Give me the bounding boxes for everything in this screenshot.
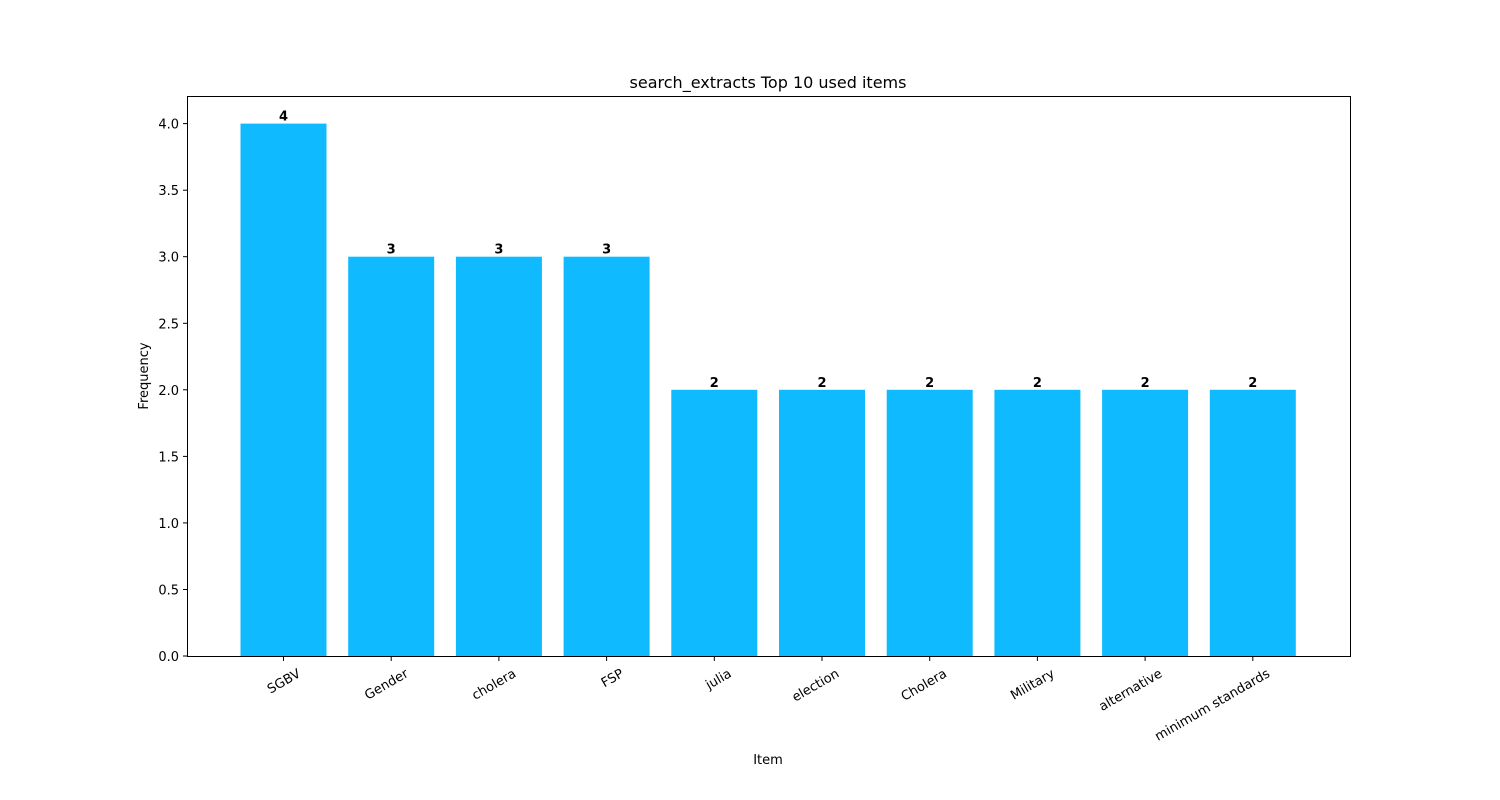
bar-value-label: 2 <box>925 376 934 391</box>
bar-value-label: 3 <box>494 243 503 258</box>
y-tick-label: 0.0 <box>158 650 179 665</box>
y-tick-label: 3.5 <box>158 184 179 199</box>
plot-frame <box>187 96 1351 657</box>
bars-layer <box>240 123 1296 657</box>
bar-value-label: 2 <box>1033 376 1042 391</box>
bar-7 <box>886 389 973 656</box>
bar-9 <box>1102 389 1189 656</box>
bar-4 <box>563 256 650 656</box>
bar-value-label: 2 <box>710 376 719 391</box>
y-axis: 0.0 0.5 1.0 1.5 2.0 2.5 3.0 3.5 4.0 <box>158 118 188 665</box>
bar-value-label: 2 <box>817 376 826 391</box>
y-tick-label: 1.5 <box>158 450 179 465</box>
y-tick-label: 0.5 <box>158 584 179 599</box>
chart-title: search_extracts Top 10 used items <box>630 73 907 93</box>
y-tick-label: 2.0 <box>158 384 179 399</box>
bar-1 <box>240 123 327 657</box>
bar-10 <box>1209 389 1296 656</box>
y-tick-label: 2.5 <box>158 317 179 332</box>
bar-6 <box>779 389 865 656</box>
x-axis-label: Item <box>753 753 783 768</box>
bar-value-label: 2 <box>1141 376 1150 391</box>
y-axis-label: Frequency <box>137 342 152 409</box>
bar-value-label: 3 <box>602 243 611 258</box>
bar-5 <box>671 389 758 656</box>
bar-8 <box>994 389 1081 656</box>
y-tick-label: 4.0 <box>158 118 179 133</box>
y-tick-label: 1.0 <box>158 517 179 532</box>
bar-value-label: 3 <box>387 243 396 258</box>
y-tick-label: 3.0 <box>158 251 179 266</box>
bar-value-label: 2 <box>1248 376 1257 391</box>
bar-3 <box>455 256 542 656</box>
bar-value-label: 4 <box>279 110 288 125</box>
bar-labels-layer: 4 3 3 3 2 2 2 2 2 2 <box>279 110 1257 391</box>
bar-2 <box>348 256 435 656</box>
